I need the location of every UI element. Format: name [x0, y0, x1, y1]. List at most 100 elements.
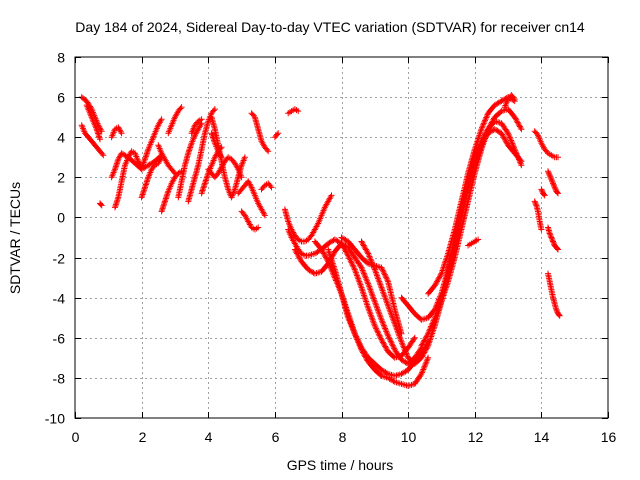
data-point-run [331, 266, 345, 296]
data-point-run [541, 146, 550, 155]
data-point-run [485, 115, 497, 133]
data-point-run [551, 242, 559, 250]
data-point-run [546, 172, 554, 181]
data-point-run [325, 246, 338, 271]
data-point-run [88, 114, 99, 131]
data-point-run [181, 151, 191, 169]
data-point-run [398, 367, 410, 377]
x-tick-label: 14 [534, 429, 550, 445]
x-tick-label: 0 [72, 429, 80, 445]
data-points [78, 92, 563, 389]
data-point-run [445, 240, 458, 273]
y-tick-label: -10 [45, 411, 65, 427]
data-point-run [311, 222, 321, 233]
data-point-run [511, 114, 525, 133]
data-point-run [365, 280, 378, 304]
data-point-run [411, 372, 424, 387]
data-point-run [491, 98, 504, 109]
series-arc7 [108, 124, 125, 141]
data-point-run [535, 132, 544, 145]
data-point-run [338, 240, 350, 250]
data-point-run [553, 244, 561, 253]
data-point-run [345, 314, 358, 336]
data-point-run [538, 140, 547, 151]
data-point-run [338, 290, 351, 320]
data-point-run [175, 179, 185, 201]
data-point-run [221, 174, 231, 191]
tick-labels: 0 2 4 6 8 10 12 14 16 -10 -8 -6 -4 -2 0 2 4 6 8 [45, 50, 617, 446]
data-point-run [145, 167, 154, 181]
data-point-run [345, 244, 357, 260]
x-tick-label: 16 [601, 429, 617, 445]
data-point-run [431, 271, 444, 289]
data-point-run [371, 298, 384, 322]
data-point-run [205, 111, 214, 125]
data-point-run [318, 206, 328, 219]
series-arc21 [248, 110, 272, 155]
data-point-run [165, 162, 174, 171]
data-point-run [451, 200, 465, 233]
data-point-run [365, 304, 378, 328]
data-point-run [198, 131, 208, 153]
data-point-run [553, 188, 561, 197]
data-point-run [231, 160, 241, 171]
data-point-run [491, 126, 504, 136]
data-point-run [438, 280, 451, 305]
data-point-run [498, 120, 511, 135]
data-point-run [195, 120, 205, 133]
series-arc20 [238, 208, 262, 233]
data-point-run [151, 161, 160, 169]
data-point-run [168, 175, 178, 187]
data-point-run [171, 109, 181, 121]
data-point-run [465, 171, 478, 205]
data-point-run [548, 176, 556, 185]
data-point-run [308, 228, 317, 239]
x-tick-label: 10 [401, 429, 417, 445]
data-point-run [391, 346, 404, 362]
data-point-run [411, 355, 424, 367]
data-point-run [155, 116, 165, 129]
data-point-run [325, 258, 338, 280]
data-point-run [78, 94, 89, 104]
data-point-run [125, 154, 137, 166]
data-point-run [118, 163, 128, 185]
data-point-run [295, 246, 304, 256]
data-point-run [161, 189, 171, 205]
data-point-run [405, 334, 418, 351]
series-arc27 [291, 240, 425, 367]
series-arc35 [465, 236, 482, 249]
series-arc1 [78, 94, 105, 135]
data-point-run [458, 200, 471, 233]
data-point-run [478, 111, 491, 133]
data-point-run [138, 163, 150, 173]
data-point-run [168, 166, 178, 177]
series-arc8 [138, 154, 165, 201]
data-point-run [445, 228, 458, 257]
data-point-run [178, 163, 188, 185]
data-point-run [321, 199, 331, 211]
data-point-run [165, 123, 174, 137]
y-tick-label: -8 [53, 371, 66, 387]
series-arc37 [531, 128, 561, 161]
data-point-run [338, 234, 350, 244]
data-point-run [258, 138, 267, 149]
data-point-run [155, 142, 164, 155]
data-point-run [498, 130, 511, 147]
data-point-run [546, 230, 554, 240]
data-point-run [371, 266, 384, 290]
series-arc12 [175, 120, 205, 201]
data-point-run [535, 208, 543, 223]
data-point-run [92, 114, 101, 127]
data-point-run [358, 238, 371, 256]
series-arc17 [205, 154, 245, 181]
data-point-run [371, 360, 384, 372]
data-point-run [478, 127, 491, 153]
y-tick-label: -6 [53, 331, 66, 347]
data-point-run [95, 122, 105, 135]
y-tick-label: -2 [53, 251, 66, 267]
data-point-run [318, 246, 331, 264]
data-point-run [171, 171, 181, 181]
data-point-run [115, 124, 125, 137]
data-point-run [288, 234, 297, 245]
